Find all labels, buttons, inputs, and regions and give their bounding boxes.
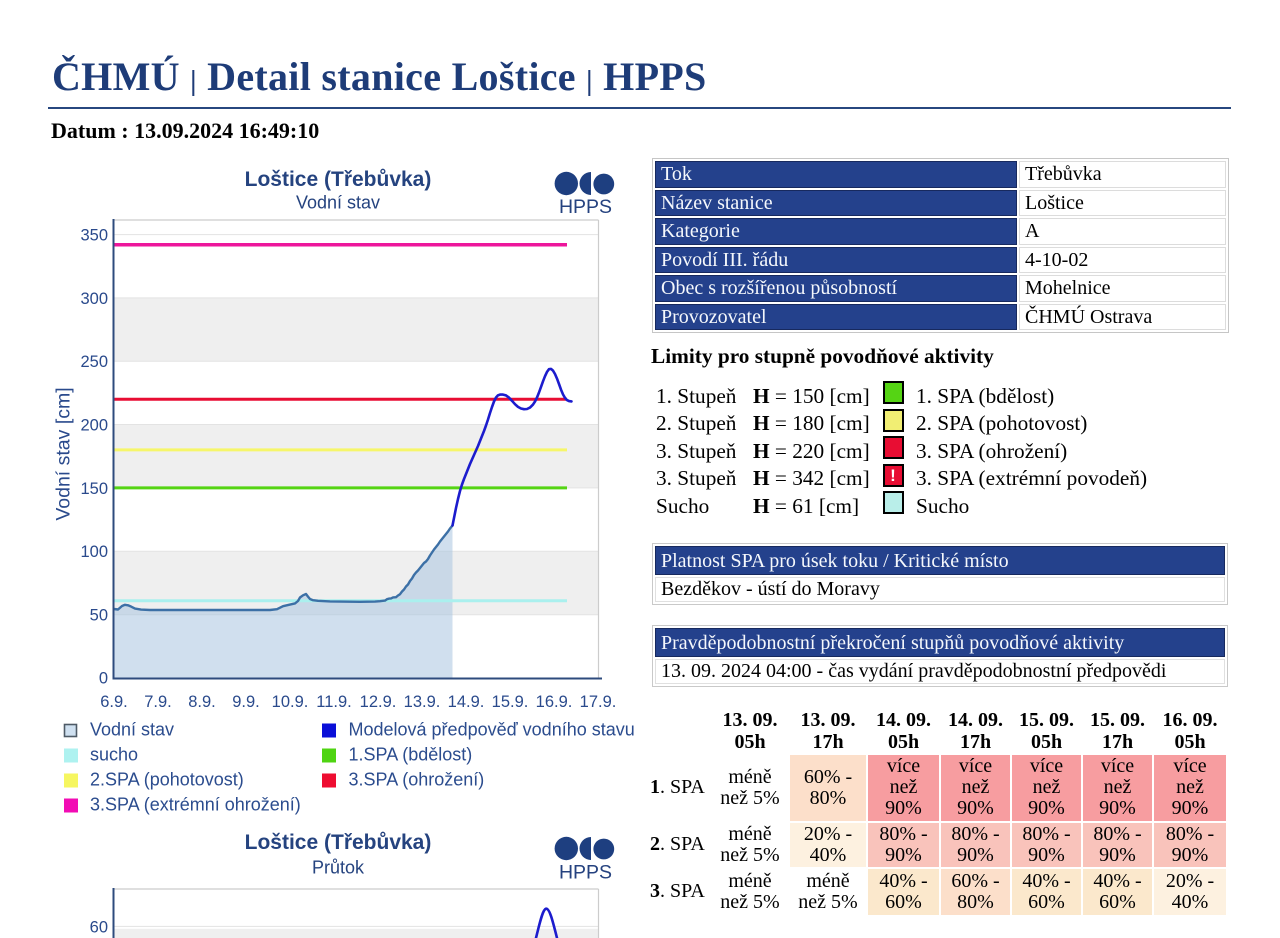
svg-text:Průtok: Průtok — [312, 858, 365, 878]
svg-text:1.SPA (bdělost): 1.SPA (bdělost) — [349, 745, 473, 765]
svg-text:3.SPA (ohrožení): 3.SPA (ohrožení) — [349, 770, 485, 790]
svg-text:Loštice (Třebůvka): Loštice (Třebůvka) — [245, 168, 432, 191]
svg-text:250: 250 — [80, 353, 108, 371]
svg-text:10.9.: 10.9. — [272, 693, 309, 711]
svg-text:7.9.: 7.9. — [144, 693, 172, 711]
svg-text:2.SPA (pohotovost): 2.SPA (pohotovost) — [90, 770, 244, 790]
svg-text:100: 100 — [80, 543, 108, 561]
svg-text:14.9.: 14.9. — [448, 693, 485, 711]
svg-text:200: 200 — [80, 417, 108, 435]
svg-text:Loštice (Třebůvka): Loštice (Třebůvka) — [245, 831, 432, 854]
svg-text:Vodní stav: Vodní stav — [90, 720, 174, 740]
svg-text:150: 150 — [80, 480, 108, 498]
svg-text:HPPS: HPPS — [559, 862, 612, 884]
svg-text:15.9.: 15.9. — [492, 693, 529, 711]
svg-text:12.9.: 12.9. — [360, 693, 397, 711]
svg-text:Vodní stav: Vodní stav — [296, 193, 380, 213]
svg-text:13.9.: 13.9. — [404, 693, 441, 711]
svg-text:16.9.: 16.9. — [536, 693, 573, 711]
svg-text:0: 0 — [99, 670, 108, 688]
svg-text:9.9.: 9.9. — [232, 693, 260, 711]
svg-text:11.9.: 11.9. — [316, 693, 351, 711]
svg-text:Modelová předpověď vodního sta: Modelová předpověď vodního stavu — [349, 720, 635, 740]
svg-text:300: 300 — [80, 290, 108, 308]
svg-text:HPPS: HPPS — [559, 196, 612, 218]
svg-text:6.9.: 6.9. — [100, 693, 128, 711]
svg-text:8.9.: 8.9. — [188, 693, 216, 711]
svg-text:60: 60 — [90, 918, 108, 936]
svg-text:350: 350 — [80, 227, 108, 245]
svg-text:Vodní stav [cm]: Vodní stav [cm] — [53, 387, 75, 520]
svg-text:50: 50 — [90, 607, 108, 625]
svg-text:3.SPA (extrémní ohrožení): 3.SPA (extrémní ohrožení) — [90, 795, 301, 815]
svg-text:17.9.: 17.9. — [580, 693, 617, 711]
svg-text:sucho: sucho — [90, 745, 138, 765]
